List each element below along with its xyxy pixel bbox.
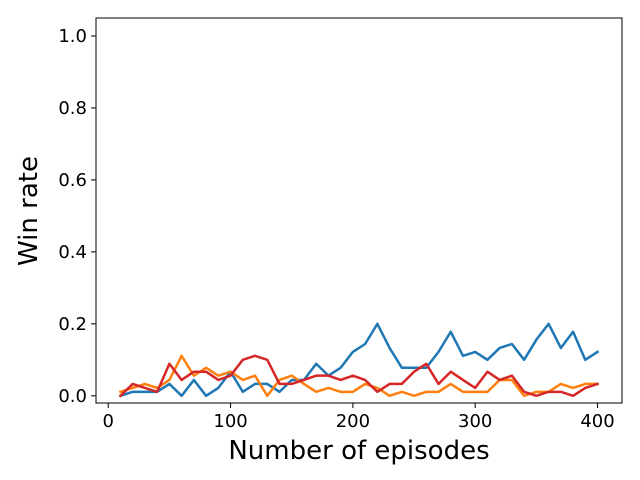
x-tick-label: 300 xyxy=(458,411,492,432)
series-line-3 xyxy=(118,354,600,398)
x-tick-label: 100 xyxy=(213,411,247,432)
plot-background xyxy=(96,18,622,403)
y-tick-label: 1.0 xyxy=(58,26,87,47)
y-tick-label: 0.4 xyxy=(58,242,87,263)
x-tick-label: 200 xyxy=(336,411,370,432)
y-tick-label: 0.6 xyxy=(58,170,87,191)
y-tick-label: 0.0 xyxy=(58,386,87,407)
series-layer xyxy=(118,322,600,398)
plot-frame xyxy=(95,17,623,404)
x-axis-title: Number of episodes xyxy=(228,436,489,466)
y-axis-ticks: 0.0 0.2 0.4 0.6 0.8 1.0 xyxy=(58,26,96,407)
y-tick-label: 0.2 xyxy=(58,314,87,335)
y-axis-title: Win rate xyxy=(14,156,44,266)
series-line-1 xyxy=(118,322,600,398)
x-tick-label: 0 xyxy=(103,411,114,432)
y-tick-label: 0.8 xyxy=(58,98,87,119)
x-axis-ticks: 0 100 200 300 400 xyxy=(103,403,615,432)
x-tick-label: 400 xyxy=(580,411,614,432)
